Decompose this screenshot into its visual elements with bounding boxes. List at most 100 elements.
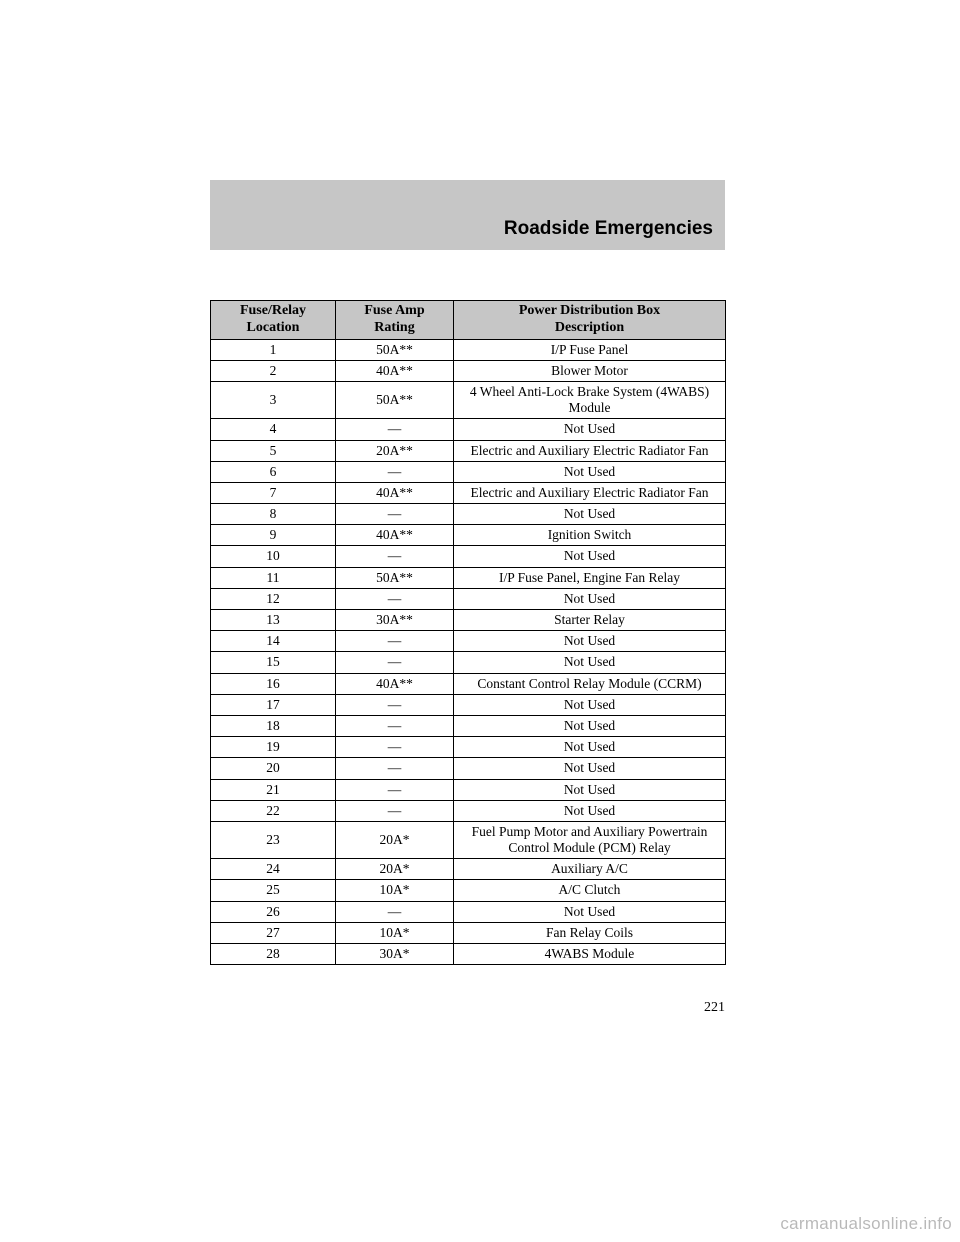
cell-location: 14 (211, 631, 336, 652)
table-row: 2710A*Fan Relay Coils (211, 922, 726, 943)
cell-description: Starter Relay (454, 610, 726, 631)
cell-description: Ignition Switch (454, 525, 726, 546)
cell-description: Auxiliary A/C (454, 859, 726, 880)
cell-description: Not Used (454, 419, 726, 440)
section-title: Roadside Emergencies (504, 218, 713, 240)
cell-rating: — (336, 779, 454, 800)
cell-rating: — (336, 800, 454, 821)
cell-rating: — (336, 546, 454, 567)
cell-description: Not Used (454, 715, 726, 736)
cell-rating: 30A* (336, 944, 454, 965)
cell-rating: 40A** (336, 525, 454, 546)
cell-location: 10 (211, 546, 336, 567)
cell-description: Fuel Pump Motor and Auxiliary Powertrain… (454, 821, 726, 858)
cell-description: 4 Wheel Anti-Lock Brake System (4WABS) M… (454, 381, 726, 418)
cell-rating: — (336, 631, 454, 652)
cell-description: Not Used (454, 758, 726, 779)
table-row: 6—Not Used (211, 461, 726, 482)
table-row: 12—Not Used (211, 588, 726, 609)
table-row: 2320A*Fuel Pump Motor and Auxiliary Powe… (211, 821, 726, 858)
cell-description: Not Used (454, 694, 726, 715)
cell-rating: — (336, 694, 454, 715)
cell-rating: 40A** (336, 360, 454, 381)
cell-location: 5 (211, 440, 336, 461)
table-row: 14—Not Used (211, 631, 726, 652)
table-row: 8—Not Used (211, 504, 726, 525)
cell-description: I/P Fuse Panel, Engine Fan Relay (454, 567, 726, 588)
table-row: 22—Not Used (211, 800, 726, 821)
table-row: 21—Not Used (211, 779, 726, 800)
table-row: 350A**4 Wheel Anti-Lock Brake System (4W… (211, 381, 726, 418)
cell-rating: 50A** (336, 381, 454, 418)
cell-location: 2 (211, 360, 336, 381)
fuse-table-wrap: Fuse/RelayLocation Fuse AmpRating Power … (210, 300, 725, 965)
cell-rating: 40A** (336, 482, 454, 503)
cell-description: 4WABS Module (454, 944, 726, 965)
table-row: 2830A*4WABS Module (211, 944, 726, 965)
fuse-table: Fuse/RelayLocation Fuse AmpRating Power … (210, 300, 726, 965)
table-row: 1640A**Constant Control Relay Module (CC… (211, 673, 726, 694)
cell-location: 19 (211, 737, 336, 758)
cell-location: 22 (211, 800, 336, 821)
section-header-band: Roadside Emergencies (210, 180, 725, 250)
col-header-description: Power Distribution BoxDescription (454, 301, 726, 340)
table-body: 150A**I/P Fuse Panel240A**Blower Motor35… (211, 339, 726, 965)
cell-description: Constant Control Relay Module (CCRM) (454, 673, 726, 694)
cell-location: 12 (211, 588, 336, 609)
cell-rating: — (336, 652, 454, 673)
table-row: 18—Not Used (211, 715, 726, 736)
cell-description: Not Used (454, 800, 726, 821)
cell-location: 26 (211, 901, 336, 922)
watermark-text: carmanualsonline.info (780, 1214, 952, 1234)
cell-description: Not Used (454, 461, 726, 482)
table-row: 10—Not Used (211, 546, 726, 567)
table-row: 17—Not Used (211, 694, 726, 715)
table-row: 740A**Electric and Auxiliary Electric Ra… (211, 482, 726, 503)
cell-rating: — (336, 715, 454, 736)
table-row: 20—Not Used (211, 758, 726, 779)
cell-rating: — (336, 504, 454, 525)
table-row: 940A**Ignition Switch (211, 525, 726, 546)
cell-location: 18 (211, 715, 336, 736)
cell-location: 13 (211, 610, 336, 631)
cell-rating: — (336, 588, 454, 609)
cell-location: 20 (211, 758, 336, 779)
cell-location: 3 (211, 381, 336, 418)
cell-location: 25 (211, 880, 336, 901)
cell-rating: — (336, 901, 454, 922)
cell-location: 6 (211, 461, 336, 482)
cell-location: 23 (211, 821, 336, 858)
table-row: 2420A*Auxiliary A/C (211, 859, 726, 880)
cell-description: Electric and Auxiliary Electric Radiator… (454, 440, 726, 461)
table-row: 15—Not Used (211, 652, 726, 673)
cell-description: I/P Fuse Panel (454, 339, 726, 360)
cell-location: 17 (211, 694, 336, 715)
cell-location: 24 (211, 859, 336, 880)
cell-rating: 20A* (336, 821, 454, 858)
page-number: 221 (210, 1000, 725, 1016)
cell-description: Not Used (454, 901, 726, 922)
cell-rating: 50A** (336, 567, 454, 588)
cell-location: 28 (211, 944, 336, 965)
cell-location: 21 (211, 779, 336, 800)
cell-description: Not Used (454, 652, 726, 673)
cell-description: Blower Motor (454, 360, 726, 381)
cell-location: 4 (211, 419, 336, 440)
cell-description: Not Used (454, 631, 726, 652)
cell-description: Fan Relay Coils (454, 922, 726, 943)
col-header-rating: Fuse AmpRating (336, 301, 454, 340)
cell-description: Not Used (454, 504, 726, 525)
cell-rating: 20A* (336, 859, 454, 880)
cell-description: Not Used (454, 546, 726, 567)
table-row: 2510A*A/C Clutch (211, 880, 726, 901)
table-row: 1330A**Starter Relay (211, 610, 726, 631)
cell-location: 16 (211, 673, 336, 694)
col-header-location: Fuse/RelayLocation (211, 301, 336, 340)
cell-rating: 40A** (336, 673, 454, 694)
table-row: 520A**Electric and Auxiliary Electric Ra… (211, 440, 726, 461)
cell-rating: 20A** (336, 440, 454, 461)
cell-location: 27 (211, 922, 336, 943)
cell-description: Not Used (454, 737, 726, 758)
cell-rating: 30A** (336, 610, 454, 631)
cell-rating: — (336, 737, 454, 758)
